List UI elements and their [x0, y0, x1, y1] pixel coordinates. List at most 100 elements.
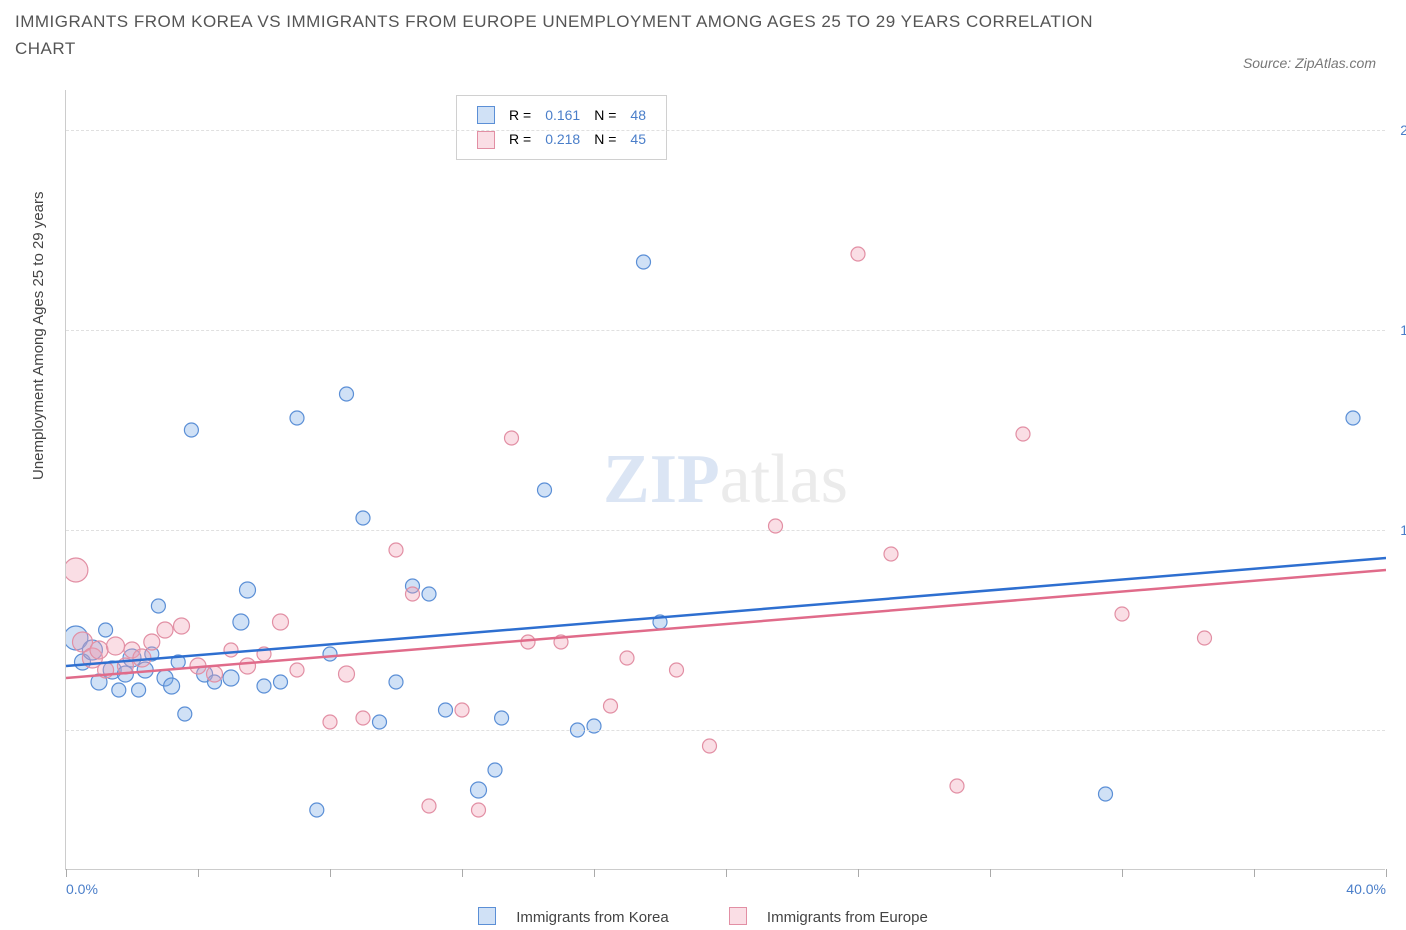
- xtick: [330, 869, 331, 877]
- trend-line: [66, 570, 1386, 678]
- data-point: [310, 803, 324, 817]
- source-label: Source: ZipAtlas.com: [1243, 55, 1376, 71]
- data-point: [178, 707, 192, 721]
- correlation-table: R = 0.161 N = 48 R = 0.218 N = 45: [469, 102, 654, 153]
- gridline: [66, 330, 1385, 331]
- ytick-label: 10.0%: [1390, 522, 1406, 538]
- data-point: [670, 663, 684, 677]
- bottom-label-europe: Immigrants from Europe: [767, 909, 928, 926]
- data-point: [132, 683, 146, 697]
- data-point: [240, 582, 256, 598]
- ytick-label: 15.0%: [1390, 322, 1406, 338]
- xtick-label: 40.0%: [1346, 881, 1386, 897]
- data-point: [422, 799, 436, 813]
- n-label: N =: [588, 104, 622, 126]
- data-point: [339, 666, 355, 682]
- bottom-legend-europe: Immigrants from Europe: [715, 909, 942, 926]
- r-label: R =: [503, 104, 537, 126]
- data-point: [184, 423, 198, 437]
- data-point: [488, 763, 502, 777]
- xtick: [1386, 869, 1387, 877]
- correlation-legend: R = 0.161 N = 48 R = 0.218 N = 45: [456, 95, 667, 160]
- scatter-svg: [66, 90, 1386, 870]
- data-point: [1198, 631, 1212, 645]
- data-point: [290, 411, 304, 425]
- bottom-legend: Immigrants from Korea Immigrants from Eu…: [0, 907, 1406, 926]
- xtick: [594, 869, 595, 877]
- xtick: [198, 869, 199, 877]
- data-point: [406, 587, 420, 601]
- data-point: [538, 483, 552, 497]
- xtick: [726, 869, 727, 877]
- data-point: [884, 547, 898, 561]
- data-point: [1016, 427, 1030, 441]
- data-point: [471, 782, 487, 798]
- xtick: [462, 869, 463, 877]
- chart-title: IMMIGRANTS FROM KOREA VS IMMIGRANTS FROM…: [15, 8, 1115, 62]
- data-point: [472, 803, 486, 817]
- data-point: [637, 255, 651, 269]
- ytick-label: 5.0%: [1390, 722, 1406, 738]
- data-point: [107, 637, 125, 655]
- data-point: [323, 647, 337, 661]
- data-point: [274, 675, 288, 689]
- data-point: [133, 649, 151, 667]
- gridline: [66, 530, 1385, 531]
- data-point: [273, 614, 289, 630]
- n-value-europe: 45: [624, 128, 652, 150]
- bottom-swatch-korea: [478, 907, 496, 925]
- data-point: [233, 614, 249, 630]
- data-point: [851, 247, 865, 261]
- data-point: [521, 635, 535, 649]
- legend-swatch-korea: [477, 106, 495, 124]
- data-point: [90, 641, 108, 659]
- data-point: [207, 666, 223, 682]
- data-point: [224, 643, 238, 657]
- data-point: [340, 387, 354, 401]
- data-point: [439, 703, 453, 717]
- data-point: [1346, 411, 1360, 425]
- xtick: [1122, 869, 1123, 877]
- data-point: [604, 699, 618, 713]
- data-point: [112, 683, 126, 697]
- data-point: [174, 618, 190, 634]
- data-point: [290, 663, 304, 677]
- data-point: [99, 623, 113, 637]
- data-point: [157, 622, 173, 638]
- data-point: [1099, 787, 1113, 801]
- xtick: [858, 869, 859, 877]
- gridline: [66, 730, 1385, 731]
- n-label: N =: [588, 128, 622, 150]
- plot-area: ZIPatlas R = 0.161 N = 48 R = 0.218 N = …: [65, 90, 1385, 870]
- data-point: [389, 675, 403, 689]
- bottom-swatch-europe: [729, 907, 747, 925]
- data-point: [356, 511, 370, 525]
- data-point: [505, 431, 519, 445]
- data-point: [703, 739, 717, 753]
- r-label: R =: [503, 128, 537, 150]
- plot-container: ZIPatlas R = 0.161 N = 48 R = 0.218 N = …: [65, 90, 1385, 870]
- data-point: [389, 543, 403, 557]
- data-point: [620, 651, 634, 665]
- bottom-label-korea: Immigrants from Korea: [516, 909, 669, 926]
- data-point: [373, 715, 387, 729]
- xtick: [1254, 869, 1255, 877]
- data-point: [323, 715, 337, 729]
- data-point: [257, 679, 271, 693]
- data-point: [223, 670, 239, 686]
- data-point: [356, 711, 370, 725]
- data-point: [144, 634, 160, 650]
- trend-line: [66, 558, 1386, 666]
- ytick-label: 20.0%: [1390, 122, 1406, 138]
- y-axis-label: Unemployment Among Ages 25 to 29 years: [30, 191, 47, 480]
- data-point: [1115, 607, 1129, 621]
- gridline: [66, 130, 1385, 131]
- legend-swatch-europe: [477, 131, 495, 149]
- bottom-legend-korea: Immigrants from Korea: [464, 909, 687, 926]
- data-point: [240, 658, 256, 674]
- data-point: [164, 678, 180, 694]
- xtick-label: 0.0%: [66, 881, 98, 897]
- data-point: [422, 587, 436, 601]
- r-value-korea: 0.161: [539, 104, 586, 126]
- n-value-korea: 48: [624, 104, 652, 126]
